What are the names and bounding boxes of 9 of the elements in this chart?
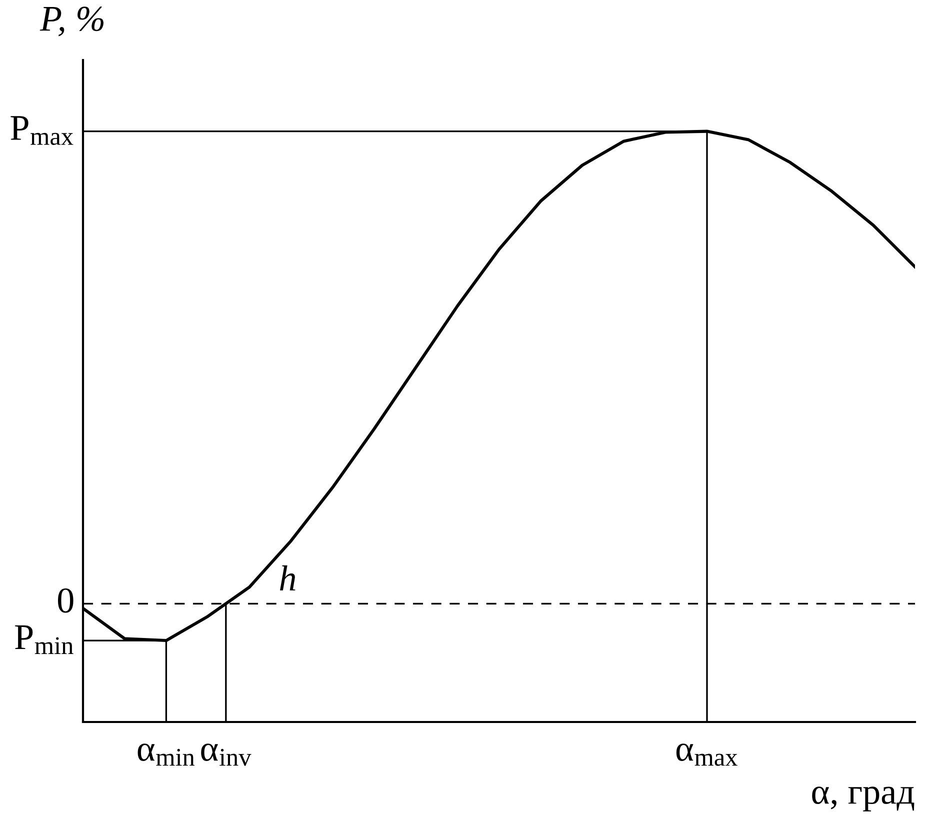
text: α$_{min}$ [138,744,195,766]
text: α$_{max}$ [676,744,738,766]
text: 0 [58,588,74,613]
y-axis-title: P, % [40,6,104,36]
text: P$_{max}$ [10,116,74,146]
annotation: h [280,565,296,590]
x-axis-title: α, град [812,786,914,812]
text: P$_{min}$ [15,625,74,654]
text: α$_{inv}$ [201,744,252,766]
